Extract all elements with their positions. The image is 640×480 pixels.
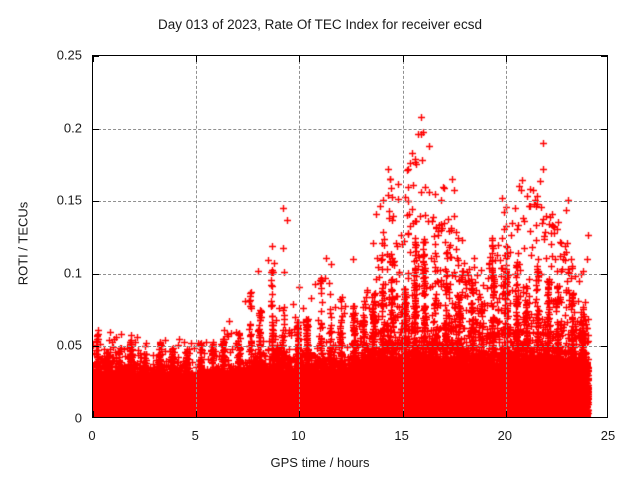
y-axis-tick: [93, 128, 99, 130]
y-axis-label: ROTI / TECUs: [15, 201, 31, 286]
gridline-vertical: [402, 56, 404, 417]
x-axis-tick: [93, 411, 94, 417]
gridline-horizontal: [93, 346, 607, 348]
y-axis-tick: [93, 346, 99, 348]
y-axis-tick: [93, 56, 99, 57]
x-axis-tick: [402, 56, 404, 62]
x-axis-tick: [196, 56, 198, 62]
x-axis-tick: [93, 56, 94, 62]
y-axis-tick: [601, 128, 607, 130]
gridline-horizontal: [93, 273, 607, 275]
y-axis-tick-label: 0.25: [56, 47, 82, 63]
x-axis-tick: [402, 411, 404, 417]
gridline-horizontal: [93, 201, 607, 203]
y-axis-tick-label: 0: [74, 410, 82, 426]
x-axis-tick: [196, 411, 198, 417]
x-axis-tick: [299, 411, 301, 417]
x-axis-tick-label: 5: [191, 428, 199, 443]
gridline-vertical: [299, 56, 301, 417]
plot-area: [92, 55, 608, 418]
chart-title: Day 013 of 2023, Rate Of TEC Index for r…: [158, 17, 482, 32]
y-axis-tick: [601, 346, 607, 348]
gridline-horizontal: [93, 128, 607, 130]
y-axis-tick: [601, 273, 607, 275]
gridline-vertical: [196, 56, 198, 417]
y-axis-tick: [601, 201, 607, 203]
x-axis-tick-label: 20: [497, 428, 513, 443]
x-axis-tick-label: 10: [291, 428, 306, 443]
y-axis-tick-label: 0.15: [56, 192, 82, 208]
x-axis-tick: [505, 411, 507, 417]
y-axis-tick-label: 0.2: [63, 120, 82, 136]
y-axis-tick-label: 0.1: [63, 265, 82, 281]
x-axis-tick: [299, 56, 301, 62]
scatter-plot-canvas: [93, 56, 607, 417]
y-axis-tick: [93, 273, 99, 275]
y-axis-tick-label: 0.05: [56, 337, 82, 353]
x-axis-tick-label: 15: [394, 428, 409, 443]
x-axis-tick-label: 25: [600, 428, 616, 443]
gridline-vertical: [505, 56, 507, 417]
y-axis-tick: [601, 56, 607, 57]
x-axis-tick: [505, 56, 507, 62]
x-axis-label: GPS time / hours: [270, 455, 370, 470]
y-axis-tick: [93, 201, 99, 203]
x-axis-tick-label: 0: [88, 428, 96, 443]
